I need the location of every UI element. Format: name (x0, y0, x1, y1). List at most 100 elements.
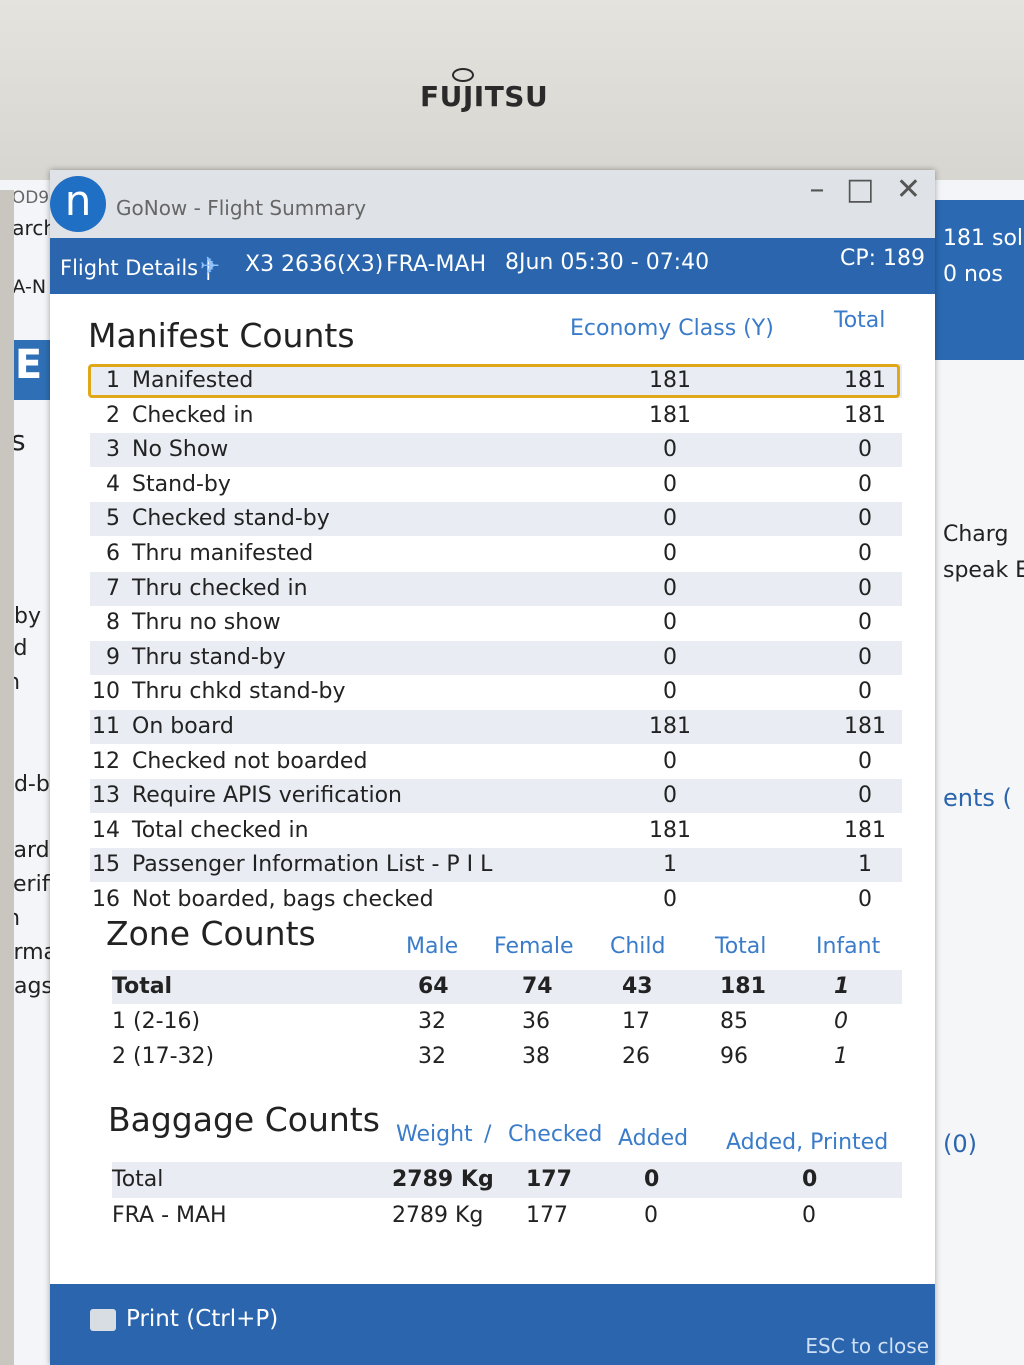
flight-details-label: Flight Details | (60, 256, 212, 280)
col-economy-class: Economy Class (Y) (570, 316, 774, 341)
zone-cell-infant: 0 (834, 1009, 848, 1034)
zone-cell-male: 32 (418, 1044, 446, 1069)
zone-cell-child: 17 (622, 1009, 650, 1034)
manifest-row[interactable]: 15 Passenger Information List - P I L 1 1 (90, 848, 902, 883)
manifest-cell-label: Thru manifested (132, 541, 314, 566)
manifest-cell-econ: 181 (649, 817, 691, 843)
manifest-row[interactable]: 2 Checked in 181 181 (90, 399, 902, 433)
zone-cell-male: 32 (418, 1009, 446, 1034)
col-male: Male (406, 934, 459, 959)
bg-fragment: ents ( (943, 784, 1012, 812)
bg-fragment: (0) (943, 1130, 977, 1158)
manifest-cell-label: Thru checked in (132, 575, 308, 601)
manifest-cell-num: 5 (106, 506, 120, 532)
manifest-row[interactable]: 9 Thru stand-by 0 0 (90, 640, 902, 675)
manifest-cell-econ: 0 (663, 748, 677, 774)
manifest-cell-total: 0 (858, 506, 872, 532)
manifest-cell-num: 2 (106, 402, 120, 428)
manifest-cell-num: 10 (92, 679, 120, 705)
manifest-cell-label: No Show (132, 437, 229, 463)
manifest-cell-econ: 0 (663, 644, 677, 670)
print-button[interactable]: Print (Ctrl+P) (90, 1306, 278, 1332)
dialog-content: Manifest Counts Economy Class (Y) Total … (50, 294, 935, 1284)
window-title: GoNow - Flight Summary (116, 196, 367, 220)
manifest-cell-total: 0 (858, 748, 872, 774)
manifest-cell-total: 0 (858, 783, 872, 809)
manifest-row[interactable]: 16 Not boarded, bags checked 0 0 (90, 883, 902, 917)
manifest-cell-econ: 181 (649, 368, 691, 393)
zone-counts-title: Zone Counts (106, 914, 316, 953)
manifest-row[interactable]: 11 On board 181 181 (90, 710, 902, 744)
col-checked: Checked (508, 1122, 603, 1147)
zone-row[interactable]: 2 (17-32) 32 38 26 96 1 (112, 1040, 902, 1074)
zone-cell-infant: 1 (834, 974, 850, 999)
zone-cell-male: 64 (418, 974, 449, 999)
manifest-cell-num: 12 (92, 748, 120, 774)
baggage-cell-added_printed: 0 (802, 1203, 816, 1228)
manifest-cell-total: 1 (858, 852, 872, 878)
manifest-row[interactable]: 3 No Show 0 0 (90, 433, 902, 468)
baggage-cell-weight: 2789 Kg (392, 1203, 484, 1228)
zone-cell-female: 74 (522, 974, 553, 999)
bg-fragment: 0 nos (943, 262, 1003, 287)
manifest-cell-num: 7 (106, 575, 120, 601)
manifest-cell-econ: 0 (663, 679, 677, 705)
brand-logo-mark (452, 68, 474, 82)
manifest-cell-econ: 0 (663, 783, 677, 809)
baggage-row[interactable]: FRA - MAH 2789 Kg 177 0 0 (112, 1198, 902, 1234)
manifest-cell-label: Thru chkd stand-by (132, 679, 346, 705)
baggage-cell-added_printed: 0 (802, 1167, 818, 1192)
manifest-cell-num: 9 (106, 644, 120, 670)
manifest-row[interactable]: 7 Thru checked in 0 0 (90, 571, 902, 606)
zone-cell-infant: 1 (834, 1044, 848, 1069)
manifest-cell-econ: 181 (649, 402, 691, 428)
manifest-cell-total: 0 (858, 644, 872, 670)
bg-fragment: Charg (943, 522, 1009, 547)
manifest-row[interactable]: 5 Checked stand-by 0 0 (90, 502, 902, 537)
manifest-cell-total: 181 (844, 368, 886, 393)
zone-row[interactable]: 1 (2-16) 32 36 17 85 0 (112, 1005, 902, 1039)
manifest-row[interactable]: 14 Total checked in 181 181 (90, 814, 902, 848)
manifest-cell-num: 13 (92, 783, 120, 809)
col-infant: Infant (816, 934, 881, 959)
flight-number: X3 2636(X3) (245, 252, 384, 277)
manifest-row[interactable]: 4 Stand-by 0 0 (90, 468, 902, 502)
flight-summary-dialog: n GoNow - Flight Summary – □ ✕ Flight De… (50, 170, 935, 1365)
manifest-cell-total: 0 (858, 610, 872, 636)
col-child: Child (610, 934, 666, 959)
manifest-row[interactable]: 13 Require APIS verification 0 0 (90, 779, 902, 814)
manifest-row[interactable]: 10 Thru chkd stand-by 0 0 (90, 675, 902, 709)
manifest-row[interactable]: 6 Thru manifested 0 0 (90, 537, 902, 571)
manifest-cell-label: Manifested (132, 368, 254, 393)
manifest-row[interactable]: 12 Checked not boarded 0 0 (90, 745, 902, 779)
manifest-cell-num: 4 (106, 471, 120, 497)
window-titlebar: n GoNow - Flight Summary – □ ✕ (50, 170, 935, 242)
manifest-cell-num: 15 (92, 852, 120, 878)
manifest-cell-label: Stand-by (132, 471, 231, 497)
manifest-cell-label: Checked stand-by (132, 506, 330, 532)
baggage-cell-added: 0 (644, 1167, 660, 1192)
manifest-cell-num: 1 (106, 368, 120, 393)
manifest-cell-total: 181 (844, 817, 886, 843)
zone-cell-total: 181 (720, 974, 766, 999)
manifest-cell-econ: 0 (663, 575, 677, 601)
flight-date-time: 8Jun 05:30 - 07:40 (505, 250, 710, 275)
window-controls[interactable]: – □ ✕ (809, 172, 927, 207)
monitor-bezel-left (0, 190, 14, 1365)
manifest-cell-label: Thru no show (132, 610, 281, 636)
zone-cell-label: 2 (17-32) (112, 1044, 215, 1069)
zone-cell-female: 38 (522, 1044, 550, 1069)
print-button-label: Print (Ctrl+P) (126, 1306, 279, 1332)
zone-cell-child: 43 (622, 974, 653, 999)
manifest-cell-num: 16 (92, 887, 120, 912)
baggage-cell-label: FRA - MAH (112, 1203, 227, 1228)
manifest-row[interactable]: 1 Manifested 181 181 (90, 364, 902, 398)
manifest-cell-label: Require APIS verification (132, 783, 402, 809)
selected-row-highlight (88, 364, 900, 398)
zone-row[interactable]: Total 64 74 43 181 1 (112, 970, 902, 1004)
manifest-row[interactable]: 8 Thru no show 0 0 (90, 606, 902, 640)
manifest-cell-label: Total checked in (132, 817, 309, 843)
bg-fragment: 181 sol (943, 226, 1024, 251)
manifest-cell-econ: 0 (663, 541, 677, 566)
baggage-row[interactable]: Total 2789 Kg 177 0 0 (112, 1162, 902, 1198)
